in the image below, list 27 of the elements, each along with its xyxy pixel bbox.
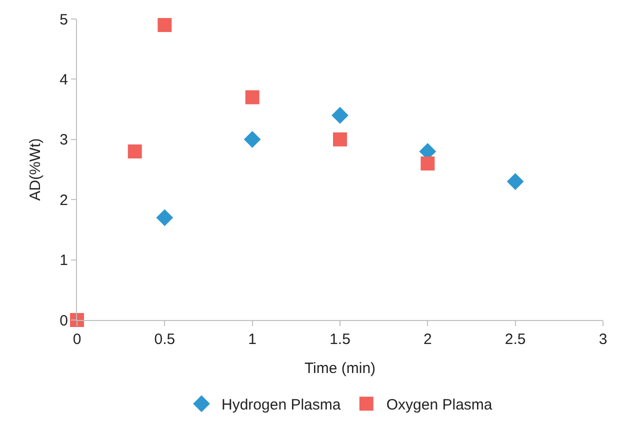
x-tick-label: 2.5 (504, 331, 526, 348)
point (332, 106, 348, 124)
y-tick-label: 0 (60, 312, 68, 330)
point (128, 144, 142, 158)
x-tick-label: 0.5 (154, 331, 176, 348)
x-tick-label: 2 (424, 331, 432, 348)
y-tick-label: 2 (60, 192, 68, 209)
point (420, 156, 435, 170)
y-tick-label: 3 (60, 132, 68, 149)
y-axis-title: AD(%Wt) (26, 138, 44, 201)
y-tick-label: 1 (60, 252, 68, 270)
point (506, 173, 524, 190)
legend-label: Oxygen Plasma (386, 396, 493, 414)
x-tick-label: 1.5 (330, 331, 350, 348)
point (245, 90, 260, 104)
point (158, 18, 172, 32)
x-tick-label: 1 (248, 331, 256, 348)
x-tick-label: 3 (598, 331, 608, 348)
x-axis-title: Time (min) (304, 360, 376, 377)
point (156, 209, 174, 226)
y-tick-label: 5 (60, 11, 68, 28)
point (244, 130, 261, 148)
point (333, 132, 347, 146)
legend-label: Hydrogen Plasma (222, 396, 342, 414)
y-tick-label: 4 (60, 71, 68, 88)
point (70, 313, 84, 327)
x-tick-label: 0 (72, 331, 82, 348)
